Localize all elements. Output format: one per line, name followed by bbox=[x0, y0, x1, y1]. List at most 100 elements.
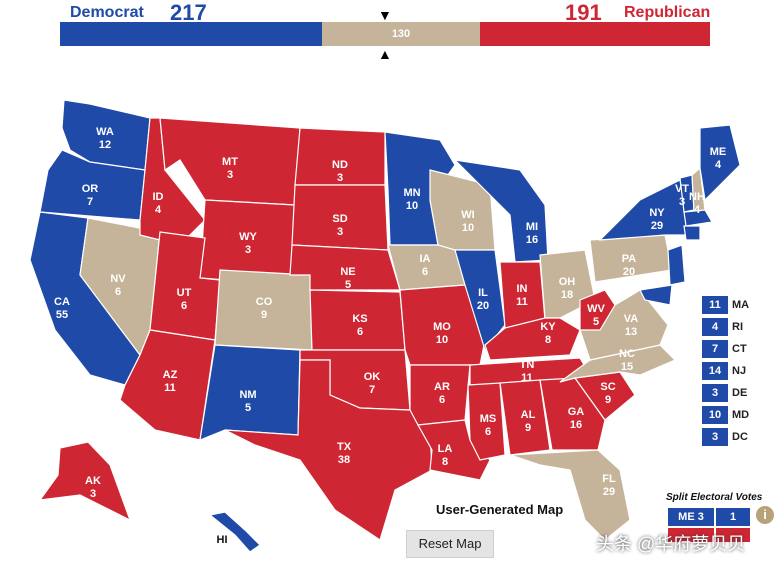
state-ev-NV: 6 bbox=[115, 286, 121, 298]
state-ev-AZ: 11 bbox=[164, 382, 176, 394]
arrow-down-icon: ▼ bbox=[378, 7, 392, 23]
state-WV[interactable] bbox=[579, 289, 616, 331]
state-ev-NH: 4 bbox=[694, 204, 701, 216]
state-ev-MS: 6 bbox=[485, 426, 491, 438]
small-state-ev-MA[interactable]: 11 bbox=[702, 296, 728, 314]
state-ev-GA: 16 bbox=[570, 419, 582, 431]
state-ev-AL: 9 bbox=[525, 422, 531, 434]
state-NJ[interactable] bbox=[667, 244, 686, 286]
state-ev-PA: 20 bbox=[623, 266, 635, 278]
watermark: 头条 @华府萝贝贝 bbox=[596, 534, 746, 554]
state-abbr-IL: IL bbox=[478, 287, 488, 299]
state-abbr-MI: MI bbox=[526, 221, 538, 233]
split-me-district-button[interactable]: 1 bbox=[716, 508, 750, 526]
state-ev-MO: 10 bbox=[436, 334, 448, 346]
state-ev-MT: 3 bbox=[227, 169, 233, 181]
small-state-name-RI: RI bbox=[732, 321, 743, 333]
state-abbr-ND: ND bbox=[332, 159, 348, 171]
split-row-2-left[interactable] bbox=[668, 528, 714, 542]
state-abbr-UT: UT bbox=[177, 287, 192, 299]
state-ev-AR: 6 bbox=[439, 394, 445, 406]
state-abbr-HI: HI bbox=[217, 534, 228, 546]
small-state-ev-DE[interactable]: 3 bbox=[702, 384, 728, 402]
state-MD[interactable] bbox=[639, 284, 673, 306]
state-abbr-SC: SC bbox=[600, 381, 615, 393]
small-state-name-DC: DC bbox=[732, 431, 748, 443]
small-state-ev-MD[interactable]: 10 bbox=[702, 406, 728, 424]
state-KY[interactable] bbox=[484, 317, 581, 361]
state-abbr-CO: CO bbox=[256, 296, 273, 308]
democrat-bar bbox=[60, 22, 322, 46]
state-ev-OK: 7 bbox=[369, 384, 375, 396]
state-LA[interactable] bbox=[417, 419, 491, 481]
split-row-2-right[interactable] bbox=[716, 528, 750, 542]
state-ev-MN: 10 bbox=[406, 200, 418, 212]
state-abbr-MS: MS bbox=[480, 413, 497, 425]
small-state-ev-DC[interactable]: 3 bbox=[702, 428, 728, 446]
small-state-name-DE: DE bbox=[732, 387, 748, 399]
state-abbr-KY: KY bbox=[540, 321, 556, 333]
state-CT[interactable] bbox=[683, 225, 701, 241]
state-abbr-GA: GA bbox=[568, 406, 585, 418]
state-ev-TN: 11 bbox=[521, 372, 533, 384]
state-MS[interactable] bbox=[467, 382, 506, 461]
state-abbr-AR: AR bbox=[434, 381, 450, 393]
republican-label: Republican bbox=[624, 4, 711, 21]
state-abbr-IA: IA bbox=[420, 253, 431, 265]
small-state-name-MA: MA bbox=[732, 299, 750, 311]
state-ev-AK: 3 bbox=[90, 488, 96, 500]
state-ev-CA: 55 bbox=[56, 309, 68, 321]
state-AK[interactable] bbox=[38, 441, 132, 522]
small-state-ev-NJ[interactable]: 14 bbox=[702, 362, 728, 380]
state-ev-WY: 3 bbox=[245, 244, 251, 256]
state-FL[interactable] bbox=[509, 449, 631, 541]
state-ME[interactable] bbox=[699, 124, 741, 202]
state-ev-ND: 3 bbox=[337, 172, 343, 184]
state-abbr-PA: PA bbox=[622, 253, 637, 265]
state-ev-TX: 38 bbox=[338, 454, 350, 466]
small-state-ev-RI[interactable]: 4 bbox=[702, 318, 728, 336]
state-abbr-MN: MN bbox=[403, 187, 420, 199]
state-abbr-ID: ID bbox=[153, 191, 164, 203]
state-ev-OH: 18 bbox=[561, 289, 573, 301]
state-abbr-OK: OK bbox=[364, 371, 381, 383]
state-ev-VA: 13 bbox=[625, 326, 637, 338]
state-abbr-SD: SD bbox=[332, 213, 347, 225]
split-votes-title: Split Electoral Votes bbox=[666, 492, 763, 503]
small-state-name-CT: CT bbox=[732, 343, 747, 355]
republican-bar bbox=[480, 22, 710, 46]
state-HI[interactable] bbox=[208, 511, 261, 553]
state-AL[interactable] bbox=[499, 379, 551, 456]
state-TX[interactable] bbox=[224, 359, 433, 541]
state-AZ[interactable] bbox=[119, 329, 216, 441]
state-abbr-TN: TN bbox=[520, 359, 535, 371]
state-abbr-FL: FL bbox=[602, 473, 616, 485]
state-abbr-NH: NH bbox=[689, 191, 705, 203]
state-ev-WI: 10 bbox=[462, 222, 474, 234]
info-icon[interactable]: i bbox=[756, 506, 774, 524]
state-ev-KS: 6 bbox=[357, 326, 363, 338]
state-abbr-NV: NV bbox=[110, 273, 126, 285]
split-me-button[interactable]: ME 3 bbox=[668, 508, 714, 526]
reset-map-button[interactable]: Reset Map bbox=[406, 530, 494, 558]
state-ev-ME: 4 bbox=[715, 159, 722, 171]
state-ev-WA: 12 bbox=[99, 139, 111, 151]
state-ev-OR: 7 bbox=[87, 196, 93, 208]
state-MA[interactable] bbox=[683, 209, 713, 227]
republican-votes: 191 bbox=[565, 0, 602, 25]
state-ev-UT: 6 bbox=[181, 300, 187, 312]
state-ev-SD: 3 bbox=[337, 226, 343, 238]
state-IN[interactable] bbox=[499, 261, 546, 329]
democrat-votes: 217 bbox=[170, 0, 207, 25]
small-state-name-MD: MD bbox=[732, 409, 750, 421]
state-ev-IA: 6 bbox=[422, 266, 428, 278]
state-abbr-NC: NC bbox=[619, 348, 635, 360]
state-ev-NE: 5 bbox=[345, 279, 351, 291]
small-state-ev-CT[interactable]: 7 bbox=[702, 340, 728, 358]
state-ev-WV: 5 bbox=[593, 316, 599, 328]
state-abbr-KS: KS bbox=[352, 313, 367, 325]
state-ev-FL: 29 bbox=[603, 486, 615, 498]
state-ev-HI: 4 bbox=[253, 531, 260, 543]
state-abbr-ME: ME bbox=[710, 146, 727, 158]
state-abbr-NY: NY bbox=[649, 207, 665, 219]
